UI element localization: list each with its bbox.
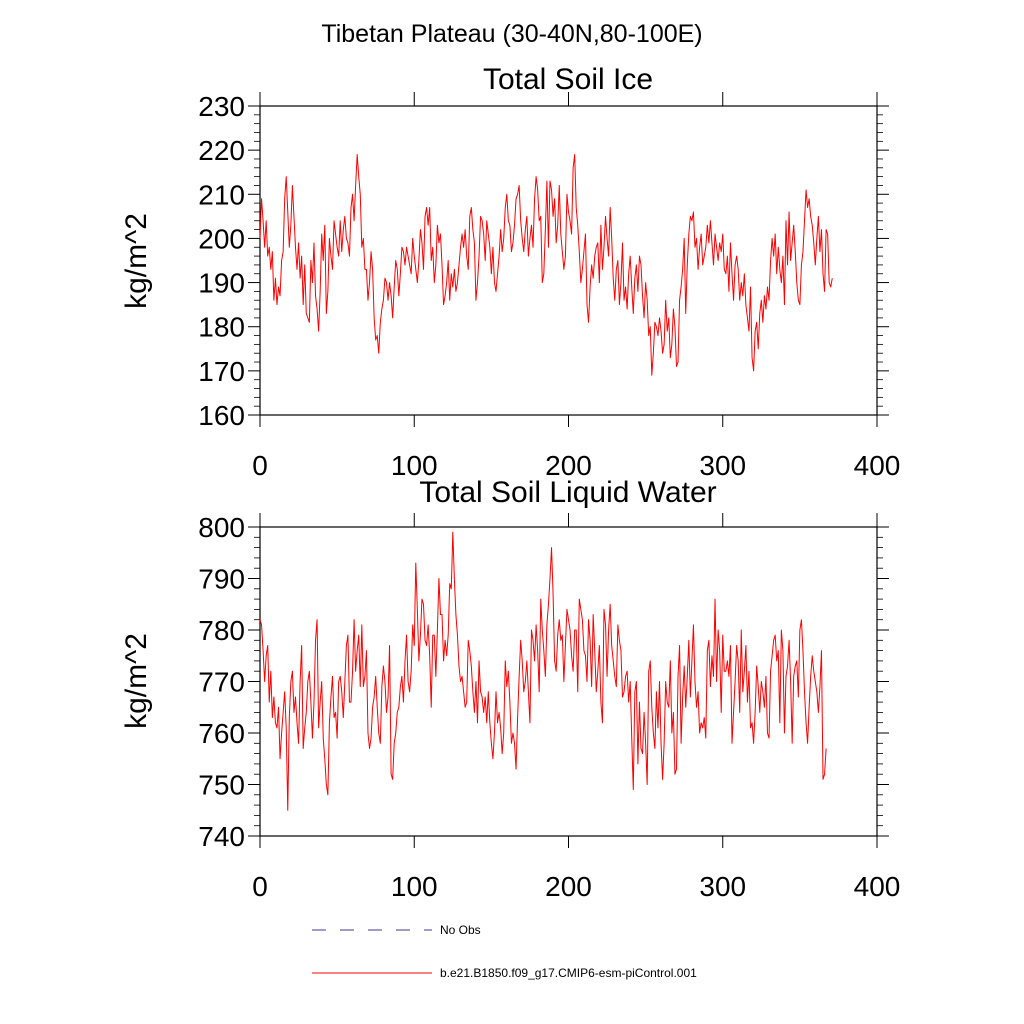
soil-liquid-water-chart: Total Soil Liquid Water kg/m^2 740 750 760… [120,476,900,902]
y-tick-label: 770 [198,667,245,698]
x-tick-label: 100 [391,871,438,902]
series-line-model [259,531,827,811]
y-tick-label: 190 [198,268,245,299]
soil-ice-chart: Total Soil Ice kg/m^2 160 170 180 190 200 210… [120,63,900,481]
series-line-model [259,154,833,376]
chart-title: Total Soil Liquid Water [419,476,716,509]
y-tick-label: 230 [198,91,245,122]
x-tick-label: 400 [854,871,901,902]
y-tick-label: 170 [198,356,245,387]
y-tick-label: 220 [198,135,245,166]
series-group [259,531,827,811]
y-tick-label: 740 [198,821,245,852]
legend-label-no-obs: No Obs [440,923,481,937]
x-tick-label: 0 [252,450,268,481]
legend: No Obs b.e21.B1850.f09_g17.CMIP6-esm-piC… [312,923,697,980]
y-axis-label: kg/m^2 [120,213,153,309]
series-group [259,154,833,376]
x-tick-label: 200 [545,871,592,902]
plot-axes: 160 170 180 190 200 210 220 230 0 100 200 300 400 [198,91,900,481]
y-tick-label: 200 [198,223,245,254]
y-axis-label: kg/m^2 [120,633,153,729]
y-tick-label: 160 [198,400,245,431]
plot-axes: 740 750 760 770 780 790 800 0 100 200 300 400 [198,512,900,902]
y-tick-label: 780 [198,615,245,646]
y-tick-label: 750 [198,770,245,801]
x-tick-label: 300 [699,871,746,902]
chart-title: Total Soil Ice [483,63,653,96]
y-tick-label: 180 [198,312,245,343]
x-tick-label: 200 [545,450,592,481]
y-tick-label: 760 [198,718,245,749]
x-tick-label: 0 [252,871,268,902]
x-tick-label: 100 [391,450,438,481]
y-tick-label: 210 [198,179,245,210]
x-tick-label: 400 [854,450,901,481]
legend-label-model: b.e21.B1850.f09_g17.CMIP6-esm-piControl.… [440,966,697,980]
x-tick-label: 300 [699,450,746,481]
y-tick-label: 800 [198,512,245,543]
y-tick-label: 790 [198,564,245,595]
figure-title: Tibetan Plateau (30-40N,80-100E) [321,20,702,48]
